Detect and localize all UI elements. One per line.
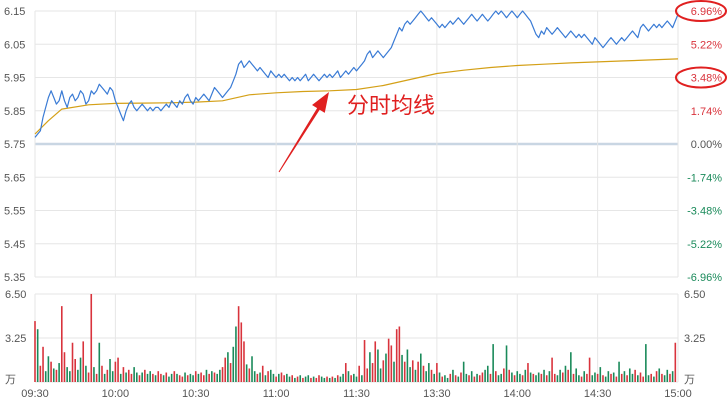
time-tick-label: 09:30 bbox=[21, 388, 49, 400]
volume-tick-label-left: 万 bbox=[5, 374, 16, 386]
volume-tick-label-left: 3.25 bbox=[5, 333, 26, 345]
time-tick-label: 11:30 bbox=[343, 388, 370, 400]
percent-tick-label: -3.48% bbox=[687, 206, 722, 218]
percent-tick-label: -6.96% bbox=[687, 272, 722, 284]
price-tick-label: 5.45 bbox=[4, 239, 25, 251]
percent-tick-label: 1.74% bbox=[691, 106, 722, 118]
percent-tick-label: -1.74% bbox=[687, 172, 722, 184]
price-tick-label: 5.65 bbox=[4, 172, 25, 184]
highlight-ellipses bbox=[675, 0, 727, 89]
highlight-ellipse bbox=[675, 0, 727, 22]
average-price-series bbox=[34, 58, 679, 135]
price-axis-left: 6.15 6.05 5.95 5.85 5.75 5.65 5.55 5.45 5.35 bbox=[4, 6, 25, 284]
annotation: 分时均线 bbox=[278, 92, 435, 173]
price-tick-label: 5.85 bbox=[4, 106, 25, 118]
percent-tick-label: 5.22% bbox=[691, 39, 722, 51]
price-tick-label: 5.55 bbox=[4, 206, 25, 218]
time-axis: 09:30 10:00 10:30 11:00 11:30 13:30 14:00 14:30… bbox=[21, 388, 692, 400]
price-tick-label: 6.05 bbox=[4, 39, 25, 51]
time-tick-label: 14:00 bbox=[503, 388, 531, 400]
time-tick-label: 13:30 bbox=[423, 388, 451, 400]
volume-tick-label-right: 3.25 bbox=[684, 333, 705, 345]
volume-tick-label-right: 万 bbox=[684, 374, 695, 386]
annotation-label: 分时均线 bbox=[347, 93, 435, 118]
price-tick-label: 5.35 bbox=[4, 272, 25, 284]
volume-axis: 6.50 3.25 万 6.50 3.25 万 bbox=[5, 289, 705, 386]
percent-axis-right: 6.96% 5.22% 3.48% 1.74% 0.00% -1.74% -3.48% -5.… bbox=[687, 6, 722, 284]
volume-tick-label-left: 6.50 bbox=[5, 289, 26, 301]
volume-tick-label-right: 6.50 bbox=[684, 289, 705, 301]
volume-bars bbox=[34, 294, 677, 382]
percent-tick-label: 0.00% bbox=[691, 139, 722, 151]
percent-tick-label: -5.22% bbox=[687, 239, 722, 251]
percent-tick-label: 3.48% bbox=[691, 73, 722, 85]
time-tick-label: 14:30 bbox=[584, 388, 612, 400]
highlight-ellipse bbox=[675, 66, 727, 89]
grid-lines bbox=[34, 10, 679, 383]
price-tick-label: 6.15 bbox=[4, 6, 25, 18]
time-tick-label: 10:30 bbox=[182, 388, 210, 400]
time-tick-label: 11:00 bbox=[263, 388, 290, 400]
price-line bbox=[34, 10, 679, 138]
time-tick-label: 10:00 bbox=[102, 388, 130, 400]
time-tick-label: 15:00 bbox=[664, 388, 692, 400]
percent-tick-label: 6.96% bbox=[691, 6, 722, 18]
price-series bbox=[34, 10, 679, 138]
average-price-line bbox=[34, 58, 679, 135]
annotation-arrow-icon bbox=[278, 92, 329, 173]
price-tick-label: 5.75 bbox=[4, 139, 25, 151]
price-tick-label: 5.95 bbox=[4, 73, 25, 85]
